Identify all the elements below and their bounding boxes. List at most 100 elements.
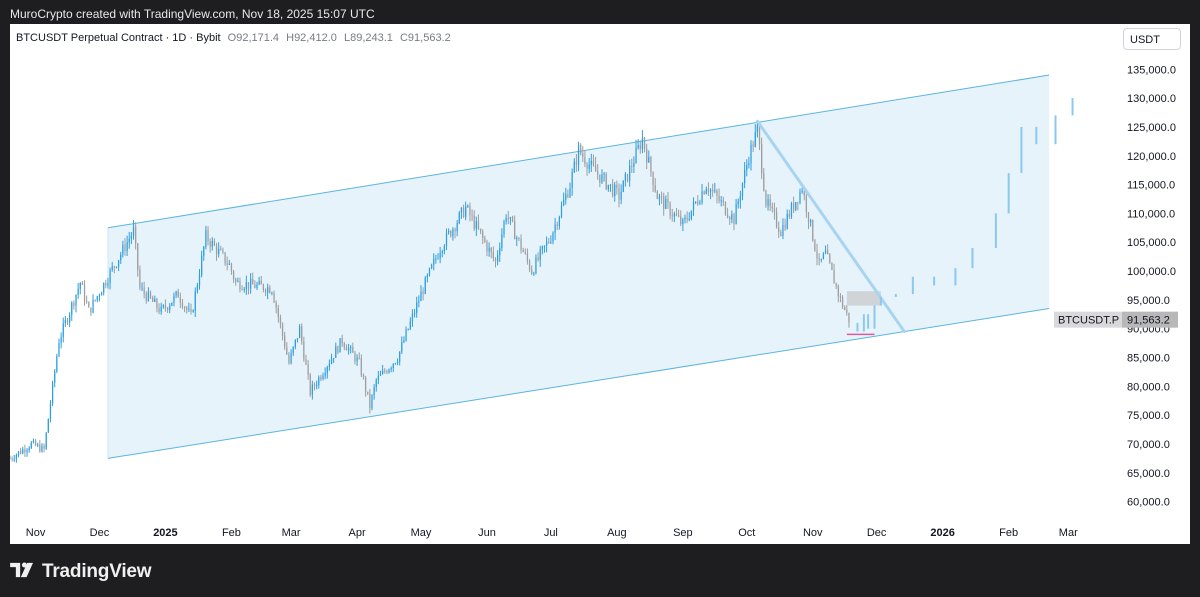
chart-caption: MuroCrypto created with TradingView.com,…	[10, 7, 375, 21]
candle-body	[501, 234, 503, 249]
open-value: 92,171.4	[236, 32, 280, 44]
candle-body	[756, 125, 759, 132]
candle-body	[741, 183, 744, 197]
candle-body	[829, 254, 831, 263]
candle-body	[362, 375, 365, 378]
candle-body	[396, 361, 399, 364]
x-tick-label: May	[411, 527, 432, 539]
candle-body	[71, 302, 73, 315]
candle-body	[371, 395, 373, 409]
candle-body	[405, 329, 407, 341]
candle-body	[226, 263, 228, 265]
candle-body	[201, 255, 203, 276]
candle-body	[186, 307, 188, 310]
candle-body	[548, 241, 550, 243]
candle-body	[241, 289, 243, 291]
candle-body	[673, 213, 675, 217]
candle-body	[188, 308, 190, 310]
candle-body	[839, 296, 842, 298]
candle-body	[705, 189, 707, 194]
candle-body	[333, 358, 335, 360]
candle-body	[707, 189, 710, 192]
candle-body	[524, 251, 526, 254]
candle-body	[588, 164, 590, 169]
candle-body	[100, 292, 103, 296]
candle-body	[269, 287, 271, 294]
candle-body	[603, 173, 605, 175]
candle-body	[122, 244, 124, 255]
x-tick-label: 2026	[930, 527, 954, 539]
candle-body	[752, 144, 754, 147]
y-tick-label: 65,000.0	[1127, 468, 1170, 480]
chart-svg[interactable]: 135,000.0 130,000.0 125,000.0 120,000.0 115,…	[10, 24, 1190, 544]
candle-body	[211, 241, 213, 247]
candle-body	[152, 297, 154, 302]
candle-body	[56, 356, 58, 372]
candle-body	[445, 232, 448, 247]
candle-body	[205, 230, 207, 247]
candle-body	[296, 338, 299, 340]
symbol-info: BTCUSDT Perpetual Contract · 1D · Bybit …	[16, 32, 455, 44]
candle-body	[158, 308, 160, 313]
candle-body	[126, 242, 128, 252]
candle-body	[739, 196, 742, 202]
candle-body	[175, 291, 177, 296]
candle-body	[746, 165, 748, 170]
candle-body	[663, 196, 665, 209]
candle-body	[682, 219, 684, 225]
tradingview-brand[interactable]: TradingView	[10, 560, 152, 583]
candle-body	[782, 224, 784, 236]
candle-body	[692, 201, 695, 211]
candle-body	[652, 171, 654, 186]
candle-body	[32, 440, 35, 443]
candle-body	[360, 358, 362, 376]
candle-body	[15, 454, 18, 460]
candle-body	[560, 205, 563, 217]
candle-body	[177, 291, 179, 298]
y-tick-label: 80,000.0	[1127, 381, 1170, 393]
candle-body	[235, 279, 237, 282]
candle-body	[86, 301, 88, 303]
candle-body	[407, 328, 409, 330]
high-label: H	[286, 32, 295, 44]
candle-body	[160, 306, 162, 313]
candle-body	[335, 346, 337, 359]
currency-selector[interactable]: USDT	[1123, 28, 1181, 50]
candle-body	[169, 305, 171, 310]
candle-body	[337, 346, 339, 353]
symbol-name[interactable]: BTCUSDT Perpetual Contract · 1D · Bybit	[16, 32, 221, 44]
candle-body	[654, 185, 656, 192]
candle-body	[488, 247, 490, 252]
candle-body	[848, 312, 850, 323]
candle-body	[452, 229, 454, 237]
candle-body	[113, 266, 115, 268]
candle-body	[695, 201, 697, 203]
candle-body	[484, 237, 486, 242]
candle-body	[430, 264, 433, 269]
candle-body	[373, 387, 375, 396]
candle-body	[594, 164, 597, 172]
close-value: 91,563.2	[407, 32, 451, 44]
symbol-tag-bg	[1054, 311, 1122, 328]
candle-body	[34, 440, 37, 446]
candle-body	[803, 191, 805, 196]
candle-body	[345, 347, 348, 351]
candle-body	[799, 191, 801, 203]
candle-body	[469, 205, 471, 216]
candle-body	[26, 450, 28, 453]
candle-body	[62, 323, 64, 338]
candle-body	[726, 214, 729, 218]
candle-body	[420, 291, 422, 302]
candle-body	[722, 200, 724, 203]
candle-body	[41, 445, 43, 452]
chart-panel[interactable]: 135,000.0 130,000.0 125,000.0 120,000.0 115,…	[10, 24, 1190, 544]
candle-body	[258, 280, 260, 285]
candle-body	[773, 208, 776, 213]
symbol-tag-label: BTCUSDT.P	[1058, 315, 1119, 327]
candle-body	[435, 258, 437, 260]
candle-body	[807, 212, 810, 223]
candle-body	[456, 223, 458, 232]
candle-body	[611, 184, 614, 197]
candle-body	[277, 308, 279, 317]
candle-body	[450, 230, 452, 237]
